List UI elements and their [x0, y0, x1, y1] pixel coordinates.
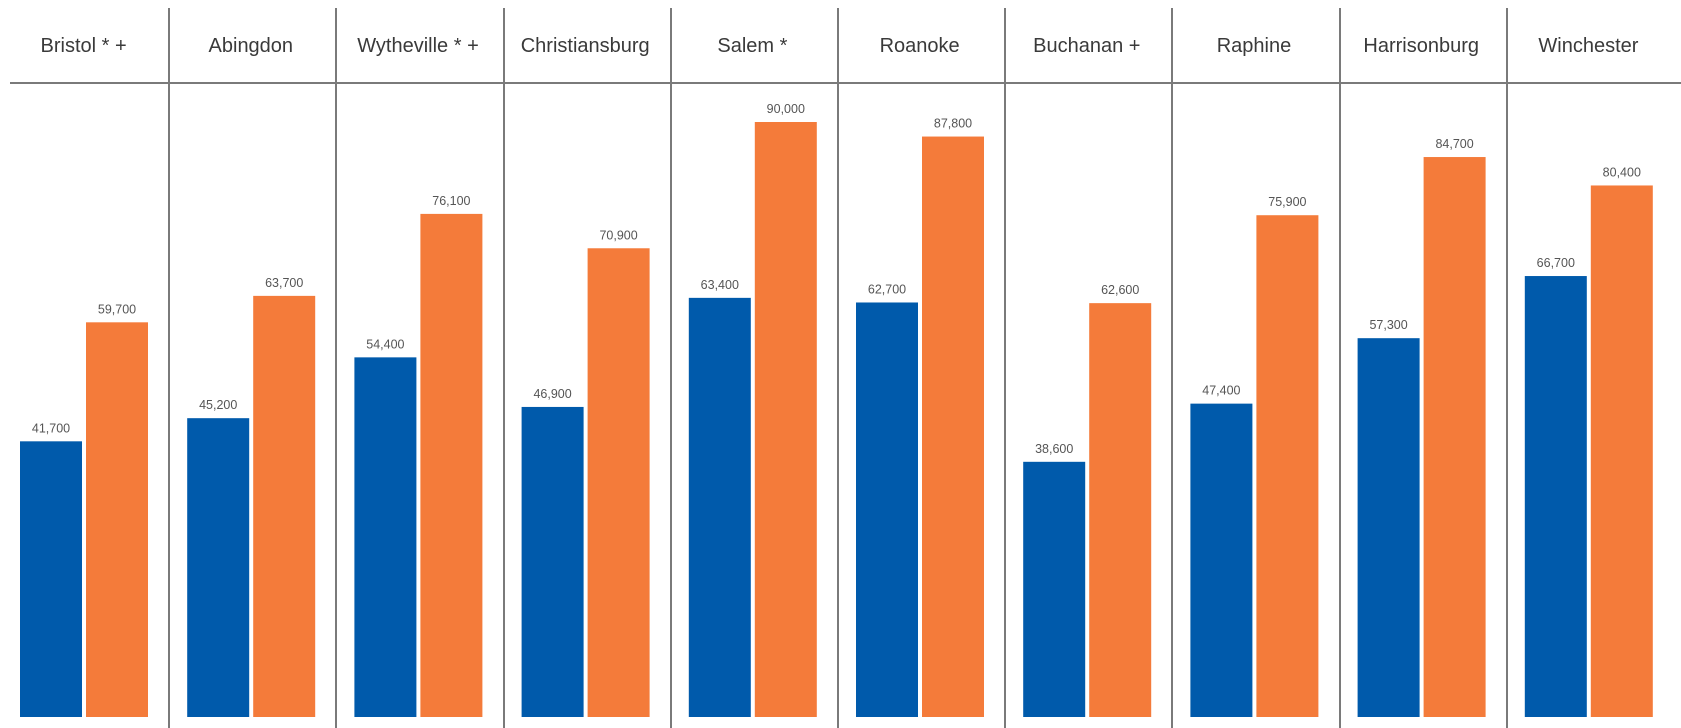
data-label: 90,000: [767, 102, 805, 116]
category-label: Winchester: [1538, 35, 1638, 57]
data-label: 63,400: [701, 278, 739, 292]
bar: [187, 418, 250, 717]
category-label: Buchanan +: [1033, 35, 1140, 57]
category-label: Raphine: [1217, 35, 1292, 57]
data-label: 80,400: [1603, 165, 1641, 179]
data-label: 46,900: [533, 387, 571, 401]
bar: [420, 213, 483, 717]
data-label: 70,900: [599, 228, 637, 242]
bar: [587, 248, 650, 717]
bar: [688, 297, 751, 717]
bar: [1190, 403, 1253, 717]
bar: [922, 136, 984, 718]
bar: [1256, 215, 1319, 717]
category-label: Bristol * +: [41, 35, 127, 57]
bar: [20, 441, 82, 717]
bar: [1089, 303, 1152, 717]
data-label: 63,700: [265, 276, 303, 290]
data-label: 59,700: [98, 302, 136, 316]
category-label: Harrisonburg: [1363, 35, 1479, 57]
data-label: 76,100: [432, 194, 470, 208]
data-label: 84,700: [1435, 137, 1473, 151]
category-label: Abingdon: [209, 35, 294, 57]
bar: [754, 122, 817, 717]
bar: [1357, 338, 1420, 717]
data-label: 87,800: [934, 117, 972, 131]
category-label: Roanoke: [880, 35, 960, 57]
category-label: Wytheville * +: [357, 35, 479, 57]
bar: [1423, 157, 1486, 718]
data-label: 38,600: [1035, 442, 1073, 456]
data-label: 45,200: [199, 398, 237, 412]
bar: [86, 322, 148, 717]
bar: [354, 357, 417, 717]
data-label: 47,400: [1202, 384, 1240, 398]
category-label: Christiansburg: [521, 35, 650, 57]
data-label: 75,900: [1268, 195, 1306, 209]
data-label: 62,700: [868, 282, 906, 296]
bar: [1524, 276, 1587, 717]
data-label: 41,700: [32, 421, 70, 435]
category-label: Salem *: [717, 35, 787, 57]
data-label: 66,700: [1537, 256, 1575, 270]
data-label: 54,400: [366, 337, 404, 351]
bar: [1023, 461, 1086, 717]
bar: [253, 295, 316, 717]
bar: [856, 302, 918, 717]
bar: [1590, 185, 1653, 717]
data-label: 57,300: [1369, 318, 1407, 332]
bar: [521, 406, 584, 717]
data-label: 62,600: [1101, 283, 1139, 297]
